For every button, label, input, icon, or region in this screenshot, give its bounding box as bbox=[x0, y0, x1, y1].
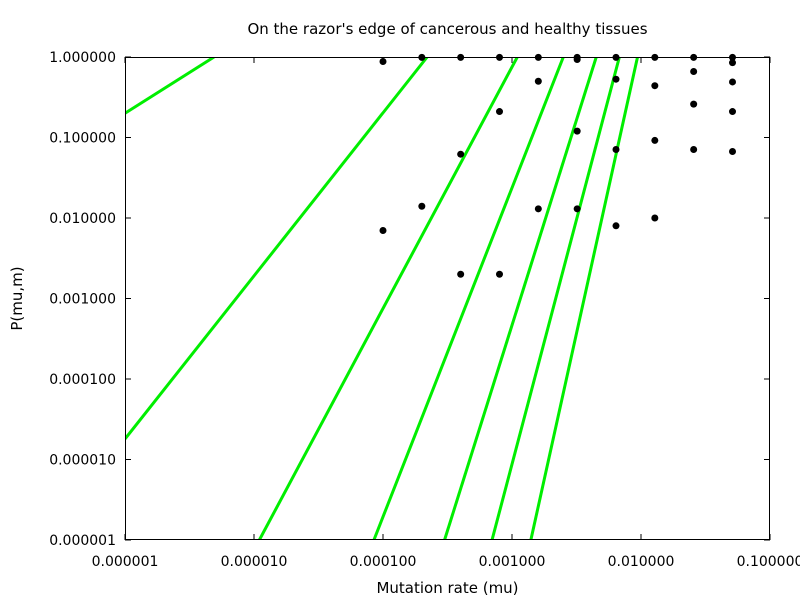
model-lines bbox=[125, 57, 639, 540]
data-point bbox=[573, 205, 581, 213]
data-point bbox=[534, 205, 542, 213]
axis-ticks: 0.000001 0.000010 0.000100 0.001000 0.010000… bbox=[49, 50, 800, 570]
data-point bbox=[651, 82, 659, 90]
data-point bbox=[457, 150, 465, 158]
y-tick-label: 0.000100 bbox=[49, 372, 116, 388]
x-tick-label: 0.000001 bbox=[92, 554, 159, 570]
y-tick-label: 0.000010 bbox=[49, 453, 116, 469]
data-point bbox=[534, 77, 542, 85]
data-point bbox=[379, 226, 387, 234]
y-tick-label: 1.000000 bbox=[49, 50, 116, 66]
model-line-7 bbox=[529, 57, 639, 540]
model-line-6 bbox=[490, 57, 621, 540]
x-tick-label: 0.000100 bbox=[350, 554, 417, 570]
x-tick-label: 0.010000 bbox=[608, 554, 675, 570]
data-point bbox=[729, 78, 736, 86]
data-point bbox=[729, 59, 736, 67]
x-tick-label: 0.001000 bbox=[479, 554, 546, 570]
data-point bbox=[496, 270, 503, 278]
y-axis-label: P(mu,m) bbox=[8, 266, 26, 330]
data-point bbox=[612, 145, 620, 153]
model-line-1 bbox=[125, 57, 215, 115]
data-point bbox=[651, 136, 659, 144]
data-point bbox=[729, 148, 736, 155]
data-point bbox=[612, 222, 620, 230]
x-axis-label: Mutation rate (mu) bbox=[376, 579, 518, 597]
data-point bbox=[496, 108, 503, 116]
y-tick-label: 0.010000 bbox=[49, 211, 116, 227]
model-line-3 bbox=[258, 57, 519, 540]
plot-frame bbox=[125, 57, 770, 540]
data-points bbox=[379, 53, 736, 278]
plot-area: 0.000001 0.000010 0.000100 0.001000 0.010000… bbox=[49, 50, 800, 570]
y-tick-label: 0.100000 bbox=[49, 131, 116, 147]
data-point bbox=[651, 214, 659, 222]
data-point bbox=[729, 108, 736, 116]
y-tick-label: 0.001000 bbox=[49, 292, 116, 308]
data-point bbox=[573, 127, 581, 135]
model-line-5 bbox=[443, 57, 598, 540]
chart-title: On the razor's edge of cancerous and hea… bbox=[247, 20, 647, 38]
data-point bbox=[690, 68, 698, 76]
model-line-4 bbox=[372, 57, 565, 540]
data-point bbox=[690, 100, 698, 108]
x-tick-label: 0.000010 bbox=[221, 554, 288, 570]
model-line-2 bbox=[125, 57, 429, 440]
data-point bbox=[690, 145, 698, 153]
data-point bbox=[457, 270, 465, 278]
data-point bbox=[612, 75, 620, 83]
x-tick-label: 0.100000 bbox=[737, 554, 800, 570]
data-point bbox=[418, 202, 426, 210]
y-tick-label: 0.000001 bbox=[49, 533, 116, 549]
